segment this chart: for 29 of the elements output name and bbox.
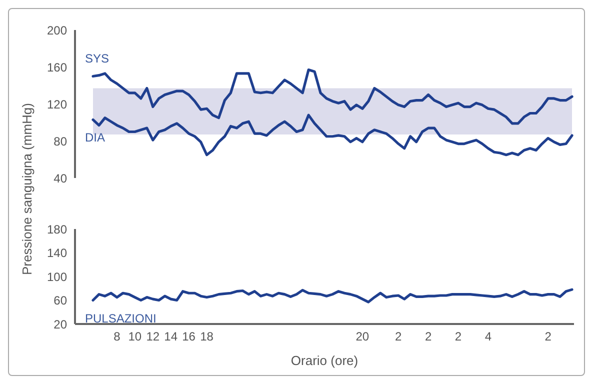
x-tick-label: 2 xyxy=(424,330,432,344)
y-tick-label: 60 xyxy=(54,294,68,308)
line-series xyxy=(92,68,574,125)
series-label: DIA xyxy=(85,130,106,145)
y-tick-label: 20 xyxy=(54,317,68,332)
y-tick-label: 200 xyxy=(46,23,68,38)
y-tick-label: 40 xyxy=(54,171,68,186)
x-tick-label: 2 xyxy=(454,330,462,344)
x-tick-label: 18 xyxy=(200,330,214,344)
x-tick-label: 2 xyxy=(544,330,552,344)
x-tick-label: 10 xyxy=(128,330,142,344)
y-tick-label: 160 xyxy=(46,60,68,74)
y-tick-label: 120 xyxy=(46,97,68,112)
x-tick-label: 12 xyxy=(146,330,160,344)
series-label: SYS xyxy=(85,51,110,66)
x-tick-label: 14 xyxy=(164,330,178,344)
x-tick-label: 20 xyxy=(356,330,370,344)
line-series xyxy=(92,288,574,304)
x-tick-label: 2 xyxy=(395,330,402,344)
series-label: PULSAZIONI xyxy=(85,311,156,326)
y-tick-label: 80 xyxy=(54,134,68,148)
x-tick-label: 8 xyxy=(114,330,121,344)
x-tick-label: 16 xyxy=(182,330,196,344)
x-axis-title: Orario (ore) xyxy=(290,353,358,368)
y-tick-label: 180 xyxy=(46,222,68,236)
y-axis-title: Pressione sanguigna (mmHg) xyxy=(20,103,34,275)
y-tick-label: 100 xyxy=(46,270,68,284)
y-tick-label: 140 xyxy=(46,246,68,260)
x-tick-label: 4 xyxy=(484,330,492,344)
